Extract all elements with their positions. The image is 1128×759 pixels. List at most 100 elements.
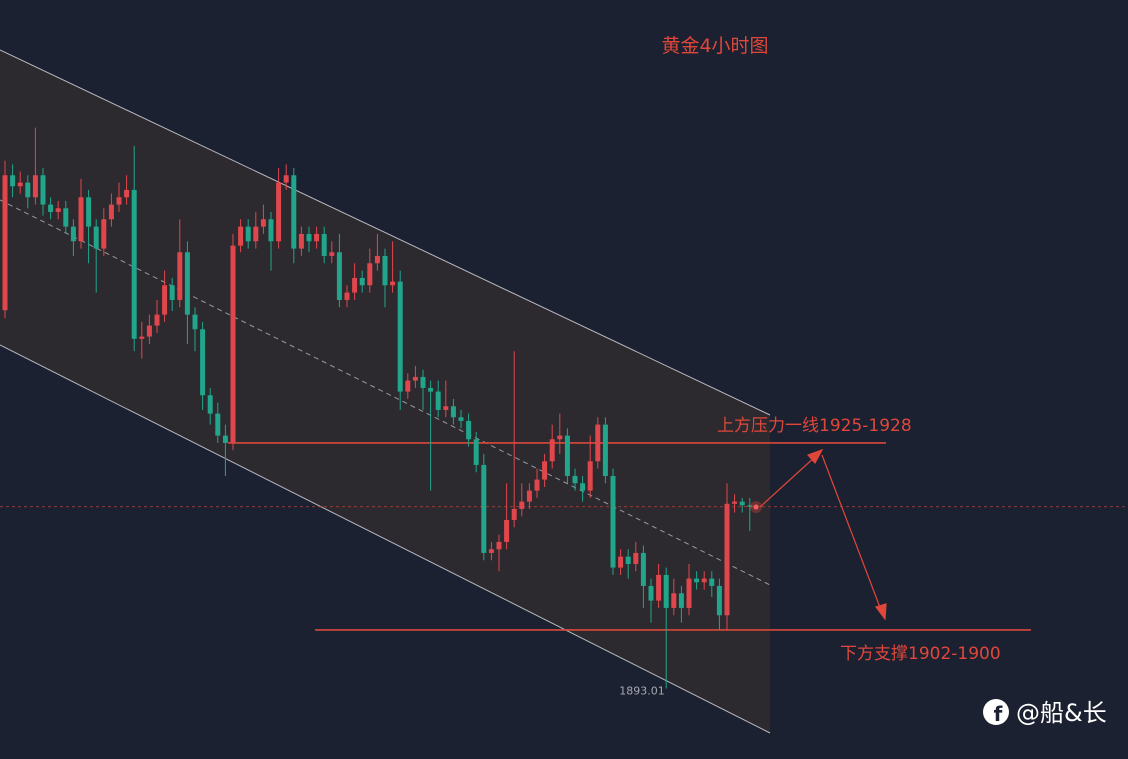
channel-fill: [0, 50, 770, 733]
candle-body: [291, 175, 297, 249]
candle-body: [557, 435, 563, 440]
candle-body: [40, 175, 46, 205]
candle-body: [48, 204, 54, 212]
candle-body: [314, 233, 320, 242]
candle-body: [10, 175, 16, 187]
candle-body: [321, 233, 327, 256]
candle-body: [564, 435, 570, 476]
candle-body: [268, 219, 274, 242]
resistance-label: 上方压力一线1925-1928: [717, 416, 912, 436]
candle-body: [534, 479, 540, 491]
candle-body: [488, 549, 494, 553]
candle-body: [283, 175, 289, 183]
candle-body: [580, 483, 586, 491]
candle-body: [344, 292, 350, 300]
candle-body: [466, 420, 472, 440]
channel-lower: [0, 344, 771, 734]
marks: [0, 127, 1128, 689]
candle-body: [602, 424, 608, 476]
candle-body: [329, 252, 335, 256]
candle-body: [739, 501, 745, 506]
candle-body: [587, 461, 593, 491]
candle-body: [450, 406, 456, 418]
candle-body: [663, 574, 669, 608]
candle-body: [390, 281, 396, 286]
candle-body: [55, 208, 61, 212]
candle-body: [177, 252, 183, 300]
low-label: 1893.01: [619, 685, 665, 698]
candle-body: [238, 226, 244, 246]
watermark-text: @船&长: [1016, 699, 1107, 727]
candle-body: [572, 475, 578, 484]
candle-body: [709, 578, 715, 586]
candle-body: [420, 376, 426, 388]
candle-body: [716, 585, 722, 616]
candle-body: [101, 219, 107, 249]
candle-body: [359, 277, 365, 286]
candle-body: [656, 574, 662, 601]
candle-body: [435, 391, 441, 410]
candle-body: [504, 519, 510, 542]
watermark: f @船&长: [983, 699, 1107, 727]
candle-body: [511, 508, 517, 520]
candle-body: [405, 380, 411, 392]
candle-body: [549, 439, 555, 462]
candle-body: [139, 336, 145, 339]
candle-body: [192, 314, 198, 330]
chart-title: 黄金4小时图: [661, 35, 768, 57]
candle-body: [336, 252, 342, 300]
candle-body: [428, 387, 434, 392]
candle-body: [131, 189, 137, 339]
candle-body: [443, 406, 449, 410]
candle-body: [671, 593, 677, 608]
candle-body: [276, 182, 282, 242]
candle-body: [694, 578, 700, 583]
candle-body: [169, 285, 175, 300]
candle-body: [154, 314, 160, 326]
candle-body: [724, 503, 730, 616]
candle-body: [526, 490, 532, 502]
candle-body: [230, 245, 236, 443]
candle-body: [32, 175, 38, 198]
candle-body: [78, 197, 84, 242]
candle-body: [108, 204, 114, 220]
candle-body: [640, 552, 646, 586]
candle-body: [245, 226, 251, 242]
candle-body: [519, 501, 525, 509]
candle-body: [184, 252, 190, 315]
candle-body: [260, 219, 266, 227]
candle-body: [610, 475, 616, 568]
candle-body: [458, 417, 464, 421]
candle-body: [382, 255, 388, 286]
candle-body: [116, 197, 122, 205]
support-label: 下方支撑1902-1900: [840, 644, 1001, 664]
candle-body: [298, 233, 304, 249]
candle-body: [222, 435, 228, 443]
candle-body: [732, 501, 738, 504]
candle-body: [25, 182, 31, 198]
candle-body: [678, 593, 684, 608]
candle-body: [124, 189, 130, 198]
fb-f: f: [994, 702, 1003, 726]
candle-body: [618, 556, 624, 568]
candle-body: [146, 325, 152, 337]
fb-icon: [983, 699, 1009, 725]
candle-body: [63, 208, 69, 227]
candle-body: [481, 464, 487, 553]
last-dot: [753, 504, 759, 510]
candle-body: [200, 329, 206, 396]
candle-body: [352, 277, 358, 293]
candle-body: [701, 578, 707, 583]
candle-body: [93, 226, 99, 249]
candle-body: [397, 281, 403, 392]
candle-body: [207, 395, 213, 414]
candle-body: [542, 461, 548, 480]
candle-body: [496, 541, 502, 550]
forecast-arrows: [759, 448, 887, 621]
candle-body: [253, 226, 259, 242]
candle-body: [86, 197, 92, 227]
candle-body: [412, 376, 418, 381]
channel-upper: [0, 49, 771, 416]
candle-body: [306, 233, 312, 242]
